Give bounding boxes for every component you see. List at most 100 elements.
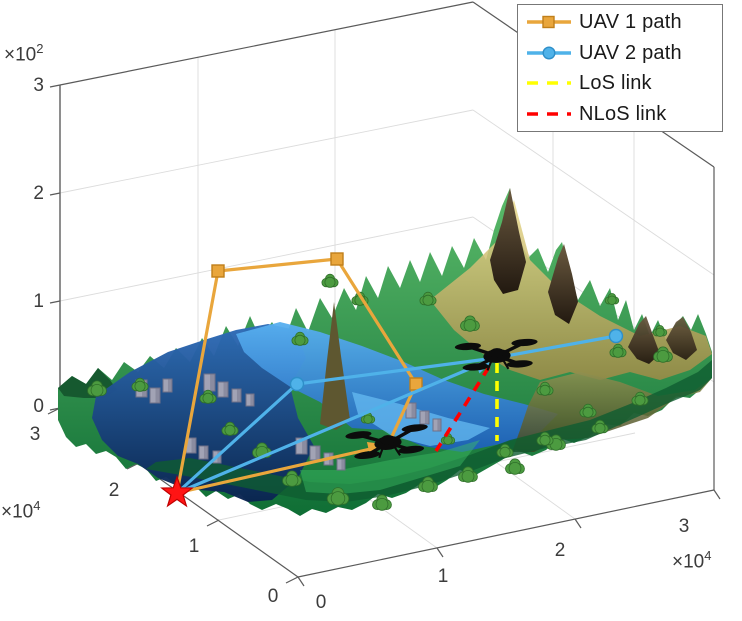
legend-item-los-link: LoS link xyxy=(525,69,722,97)
drone-rotor xyxy=(354,451,381,459)
los-link-legend-swatch xyxy=(527,81,571,85)
building-shade xyxy=(315,446,320,460)
tree-foliage xyxy=(594,422,606,434)
tree-foliage xyxy=(539,384,551,396)
tree-foliage xyxy=(612,346,624,358)
drone-rotor xyxy=(462,363,489,371)
tree xyxy=(536,431,554,446)
drone-legs xyxy=(486,360,510,371)
legend-label-uav2-path: UAV 2 path xyxy=(579,41,682,64)
x-axis-multiplier-exp: 4 xyxy=(704,548,712,563)
tree xyxy=(652,325,668,337)
z-axis-tick xyxy=(49,192,61,196)
terrain-polygon xyxy=(548,244,578,324)
y-axis-tick xyxy=(206,519,220,527)
drone-legs xyxy=(378,446,401,459)
z-axis-multiplier-exp: 2 xyxy=(36,41,44,56)
x-axis-multiplier: ×104 xyxy=(672,549,711,571)
terrain-polygon xyxy=(666,317,697,360)
drone-rotor xyxy=(345,431,372,439)
legend-label-nlos-link: NLoS link xyxy=(579,102,667,125)
drone-icon-uav1 xyxy=(345,424,428,459)
tree-foliage xyxy=(202,392,214,404)
building xyxy=(149,387,161,404)
x-axis-tick xyxy=(574,518,582,529)
nlos-link-legend-swatch xyxy=(527,112,571,116)
grid-line xyxy=(59,216,474,302)
z-tick-label: 2 xyxy=(33,183,44,204)
tree xyxy=(579,403,597,418)
legend-item-nlos-link: NLoS link xyxy=(525,100,722,128)
drone-canopy xyxy=(489,348,505,358)
legend-marker-square-icon xyxy=(542,16,555,29)
z-tick-label: 3 xyxy=(33,75,44,96)
tree-foliage xyxy=(375,497,389,511)
z-axis-multiplier: ×102 xyxy=(4,42,43,64)
uav2-path xyxy=(175,328,624,495)
tree xyxy=(87,380,107,397)
drone-rotor xyxy=(454,342,482,351)
tree xyxy=(372,494,392,511)
tree-foliage xyxy=(422,294,434,306)
tree xyxy=(221,421,239,436)
x-axis-line xyxy=(297,489,715,578)
tree-foliage xyxy=(134,380,146,392)
building-shade xyxy=(210,374,215,391)
x-axis-tick xyxy=(713,489,721,500)
x-tick-label: 1 xyxy=(438,566,449,587)
tree xyxy=(360,412,376,424)
tree xyxy=(326,487,350,506)
tree-foliage xyxy=(655,327,665,337)
tree-foliage xyxy=(421,479,435,493)
tree xyxy=(419,291,437,306)
drone-rotor xyxy=(511,338,538,347)
tree-foliage xyxy=(461,469,475,483)
building-shade xyxy=(437,419,441,431)
x-tick-label: 0 xyxy=(316,592,327,613)
legend: UAV 1 path UAV 2 path LoS link NLoS link xyxy=(517,4,723,132)
tree xyxy=(282,470,302,487)
building-shade xyxy=(217,451,221,463)
tree-foliage xyxy=(443,435,453,445)
terrain-polygon xyxy=(490,188,526,294)
tree xyxy=(496,443,514,458)
legend-item-uav2-path: UAV 2 path xyxy=(525,39,722,67)
uav2-path-segment xyxy=(175,356,497,495)
grid-line xyxy=(59,109,474,194)
tree xyxy=(321,273,339,288)
z-axis-tick xyxy=(49,300,61,304)
uav1-path-segment xyxy=(175,443,390,495)
z-tick-label: 0 xyxy=(33,396,44,417)
tree-foliage xyxy=(224,424,236,436)
terrain-polygon xyxy=(320,302,350,430)
z-tick-label: 1 xyxy=(33,291,44,312)
building-shade xyxy=(411,403,416,418)
building xyxy=(432,418,442,432)
tree xyxy=(418,476,438,493)
building xyxy=(162,378,173,393)
drone-rotor xyxy=(401,424,428,432)
y-axis-multiplier: ×104 xyxy=(1,499,40,521)
tree-foliage xyxy=(539,434,551,446)
building-shade xyxy=(167,379,172,392)
tree xyxy=(631,391,649,406)
terrain-polygon xyxy=(628,316,660,364)
tree xyxy=(291,331,309,346)
building xyxy=(419,410,430,425)
uav2-path-legend-swatch xyxy=(527,46,571,60)
building-shade xyxy=(203,446,208,459)
tree-foliage xyxy=(634,394,646,406)
tree-foliage xyxy=(285,473,299,487)
building-shade xyxy=(236,389,241,402)
tree-foliage xyxy=(463,318,477,332)
terrain-polygon xyxy=(300,440,480,494)
uav2-waypoint-marker xyxy=(608,328,624,344)
legend-item-uav1-path: UAV 1 path xyxy=(525,8,722,36)
grid-line xyxy=(472,109,715,276)
start-star-marker xyxy=(160,475,194,508)
x-axis-multiplier-base: ×10 xyxy=(672,551,705,573)
tree xyxy=(199,389,217,404)
tree-foliage xyxy=(324,276,336,288)
x-axis-tick xyxy=(436,547,444,558)
